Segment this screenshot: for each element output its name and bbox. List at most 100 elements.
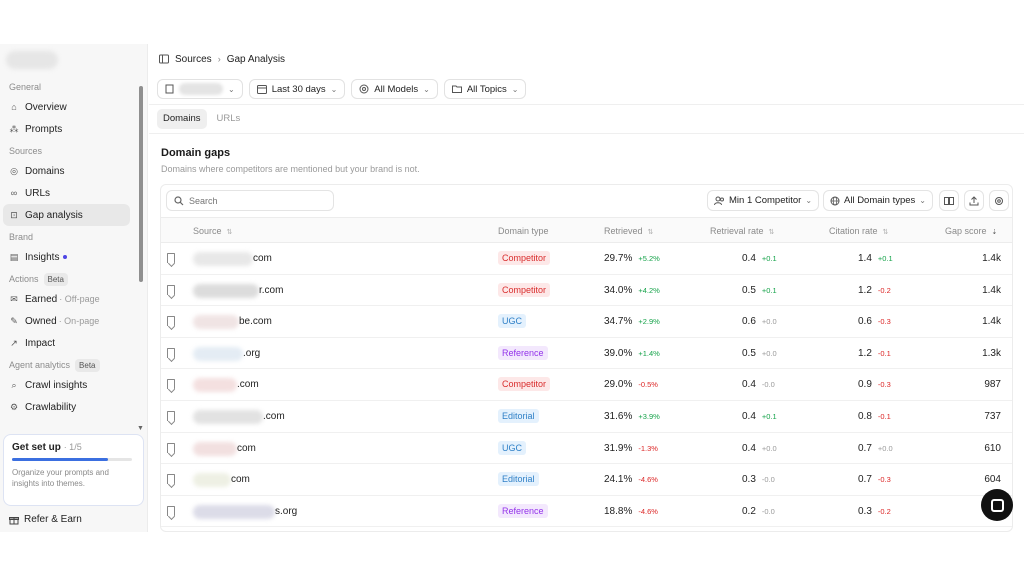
retrieval-rate-delta: -0.0 [761, 475, 775, 485]
chat-launcher-button[interactable] [981, 489, 1013, 521]
table-row[interactable]: s.org Reference 18.8% -4.6% 0.2 -0.0 0.3 -0.2 [161, 496, 1012, 528]
globe-icon: ◎ [10, 165, 18, 176]
scroll-down-icon[interactable]: ▼ [137, 425, 144, 432]
sidebar-scrollbar[interactable]: ▼ [137, 80, 145, 432]
sidebar-item-urls[interactable]: ∞ URLs [3, 182, 130, 204]
gap-score-value: 1.3k [982, 347, 1001, 359]
sidebar-item-earned[interactable]: ✉ Earned · Off-page [3, 288, 130, 310]
bookmark-icon[interactable] [167, 347, 175, 358]
source-domain-suffix[interactable]: .com [263, 410, 285, 422]
chevron-down-icon: ⌄ [330, 84, 338, 94]
col-source[interactable]: Source ⇅ [193, 226, 233, 236]
retrieved-cell: 34.0% +4.2% [604, 275, 704, 306]
sidebar-item-overview[interactable]: ⌂ Overview [3, 96, 130, 118]
sidebar-item-label: URLs [25, 187, 51, 199]
sidebar-item-label: Owned [25, 315, 57, 327]
sidebar-toggle-icon[interactable] [159, 54, 169, 64]
retrieved-cell: 29.0% -0.5% [604, 369, 704, 400]
settings-button[interactable] [989, 190, 1009, 211]
bookmark-icon[interactable] [167, 379, 175, 390]
table-row[interactable]: com Competitor 29.7% +5.2% 0.4 +0.1 1.4 +0.1 1.4… [161, 243, 1012, 275]
citation-rate-delta: +0.0 [877, 443, 893, 453]
retrieved-delta: +5.2% [638, 254, 660, 263]
retrieval-rate-value: 0.5 [742, 347, 756, 359]
breadcrumb: Sources › Gap Analysis [159, 52, 285, 66]
sidebar-item-crawl-insights[interactable]: ⌕ Crawl insights [3, 374, 130, 396]
retrieved-value: 24.1% [604, 474, 633, 486]
calendar-icon [256, 85, 267, 94]
compare-icon [944, 196, 954, 205]
retrieval-rate-value: 0.6 [742, 316, 756, 328]
workspace-logo[interactable] [6, 51, 58, 69]
col-retrieved[interactable]: Retrieved ⇅ [604, 226, 654, 236]
retrieved-cell: 39.0% +1.4% [604, 338, 704, 369]
col-retrieval-rate[interactable]: Retrieval rate ⇅ [710, 226, 775, 236]
chevron-down-icon: ⌄ [511, 84, 519, 94]
date-range-selector[interactable]: Last 30 days ⌄ [248, 79, 346, 99]
source-domain-suffix[interactable]: com [253, 253, 272, 264]
crawl-icon: ⚙ [9, 401, 19, 412]
retrieved-value: 31.6% [604, 410, 633, 422]
bookmark-icon[interactable] [167, 253, 175, 263]
sidebar-item-insights[interactable]: ▤ Insights [3, 246, 130, 268]
table-row[interactable]: com Editorial 24.1% -4.6% 0.3 -0.0 0.7 -0.3 604 [161, 464, 1012, 496]
table-header: Source ⇅ Domain type Retrieved ⇅ Retrieval… [161, 217, 1012, 243]
export-button[interactable] [964, 190, 984, 211]
col-domain-type[interactable]: Domain type [498, 226, 549, 236]
domain-type-filter[interactable]: All Domain types ⌄ [823, 190, 933, 211]
table-row[interactable]: r.com Competitor 34.0% +4.2% 0.5 +0.1 1.2 -0.2 1… [161, 275, 1012, 307]
topics-selector[interactable]: All Topics ⌄ [443, 79, 527, 99]
bookmark-icon[interactable] [167, 505, 175, 516]
refer-earn-label: Refer & Earn [24, 514, 82, 525]
table-body: com Competitor 29.7% +5.2% 0.4 +0.1 1.4 +0.1 1.4… [161, 243, 1012, 528]
col-gap-score[interactable]: Gap score ⇣ [945, 226, 998, 236]
sidebar-item-prompts[interactable]: ⁂ Prompts [3, 118, 130, 140]
retrieval-rate-value: 0.4 [742, 379, 756, 391]
table-row[interactable]: be.com UGC 34.7% +2.9% 0.6 +0.0 0.6 -0.3 1.4k [161, 306, 1012, 338]
bookmark-icon[interactable] [167, 316, 175, 327]
source-domain-suffix[interactable]: r.com [259, 284, 284, 296]
topics-label: All Topics [466, 83, 507, 95]
new-indicator-dot [63, 255, 68, 259]
bookmark-icon[interactable] [167, 284, 175, 295]
source-domain-suffix[interactable]: be.com [239, 316, 272, 328]
bookmark-icon[interactable] [167, 442, 175, 453]
competitor-filter[interactable]: Min 1 Competitor ⌄ [707, 190, 820, 211]
source-domain-suffix[interactable]: com [237, 442, 256, 454]
refer-earn-link[interactable]: Refer & Earn [9, 514, 82, 525]
retrieved-cell: 24.1% -4.6% [604, 464, 704, 495]
tab-domains[interactable]: Domains [157, 109, 207, 129]
source-domain-suffix[interactable]: .com [237, 379, 259, 391]
table-row[interactable]: .com Competitor 29.0% -0.5% 0.4 -0.0 0.9 -0.3 98… [161, 369, 1012, 401]
sidebar-item-domains[interactable]: ◎ Domains [3, 160, 130, 182]
source-domain-suffix[interactable]: .org [243, 347, 261, 359]
sidebar-item-crawlability[interactable]: ⚙ Crawlability [3, 396, 130, 418]
compare-button[interactable] [939, 190, 959, 211]
table-row[interactable]: .org Reference 39.0% +1.4% 0.5 +0.0 1.2 -0.1 1.3… [161, 338, 1012, 370]
brand-selector[interactable]: ⌄ [157, 79, 243, 99]
search-box[interactable] [166, 190, 334, 211]
get-setup-card[interactable]: Get set up · 1/5 Organize your prompts a… [3, 434, 144, 506]
setup-progress-bar [12, 458, 132, 461]
table-row[interactable]: com UGC 31.9% -1.3% 0.4 +0.0 0.7 +0.0 610 [161, 433, 1012, 465]
scrollbar-thumb[interactable] [139, 86, 143, 282]
retrieved-value: 39.0% [604, 347, 633, 359]
retrieved-delta: -4.6% [638, 475, 658, 485]
source-domain-suffix[interactable]: s.org [275, 505, 298, 517]
retrieval-rate-delta: +0.1 [761, 411, 777, 421]
sidebar-item-sublabel: · Off-page [59, 294, 100, 304]
retrieval-rate-delta: +0.0 [761, 348, 777, 358]
sidebar-item-gap-analysis[interactable]: ⊡ Gap analysis [3, 204, 130, 226]
col-citation-rate[interactable]: Citation rate ⇅ [829, 226, 889, 236]
table-row[interactable]: .com Editorial 31.6% +3.9% 0.4 +0.1 0.8 -0.1 737 [161, 401, 1012, 433]
search-input[interactable] [189, 195, 329, 206]
tab-urls[interactable]: URLs [216, 113, 241, 124]
sidebar-item-impact[interactable]: ↗ Impact [3, 332, 130, 354]
bookmark-icon[interactable] [167, 410, 175, 421]
bookmark-icon[interactable] [167, 474, 175, 485]
models-selector[interactable]: All Models ⌄ [351, 79, 438, 99]
source-domain-suffix[interactable]: com [231, 474, 250, 486]
sidebar-item-owned[interactable]: ✎ Owned · On-page [3, 310, 130, 332]
breadcrumb-root[interactable]: Sources [175, 53, 212, 65]
domain-type-cell: Reference [498, 496, 548, 527]
